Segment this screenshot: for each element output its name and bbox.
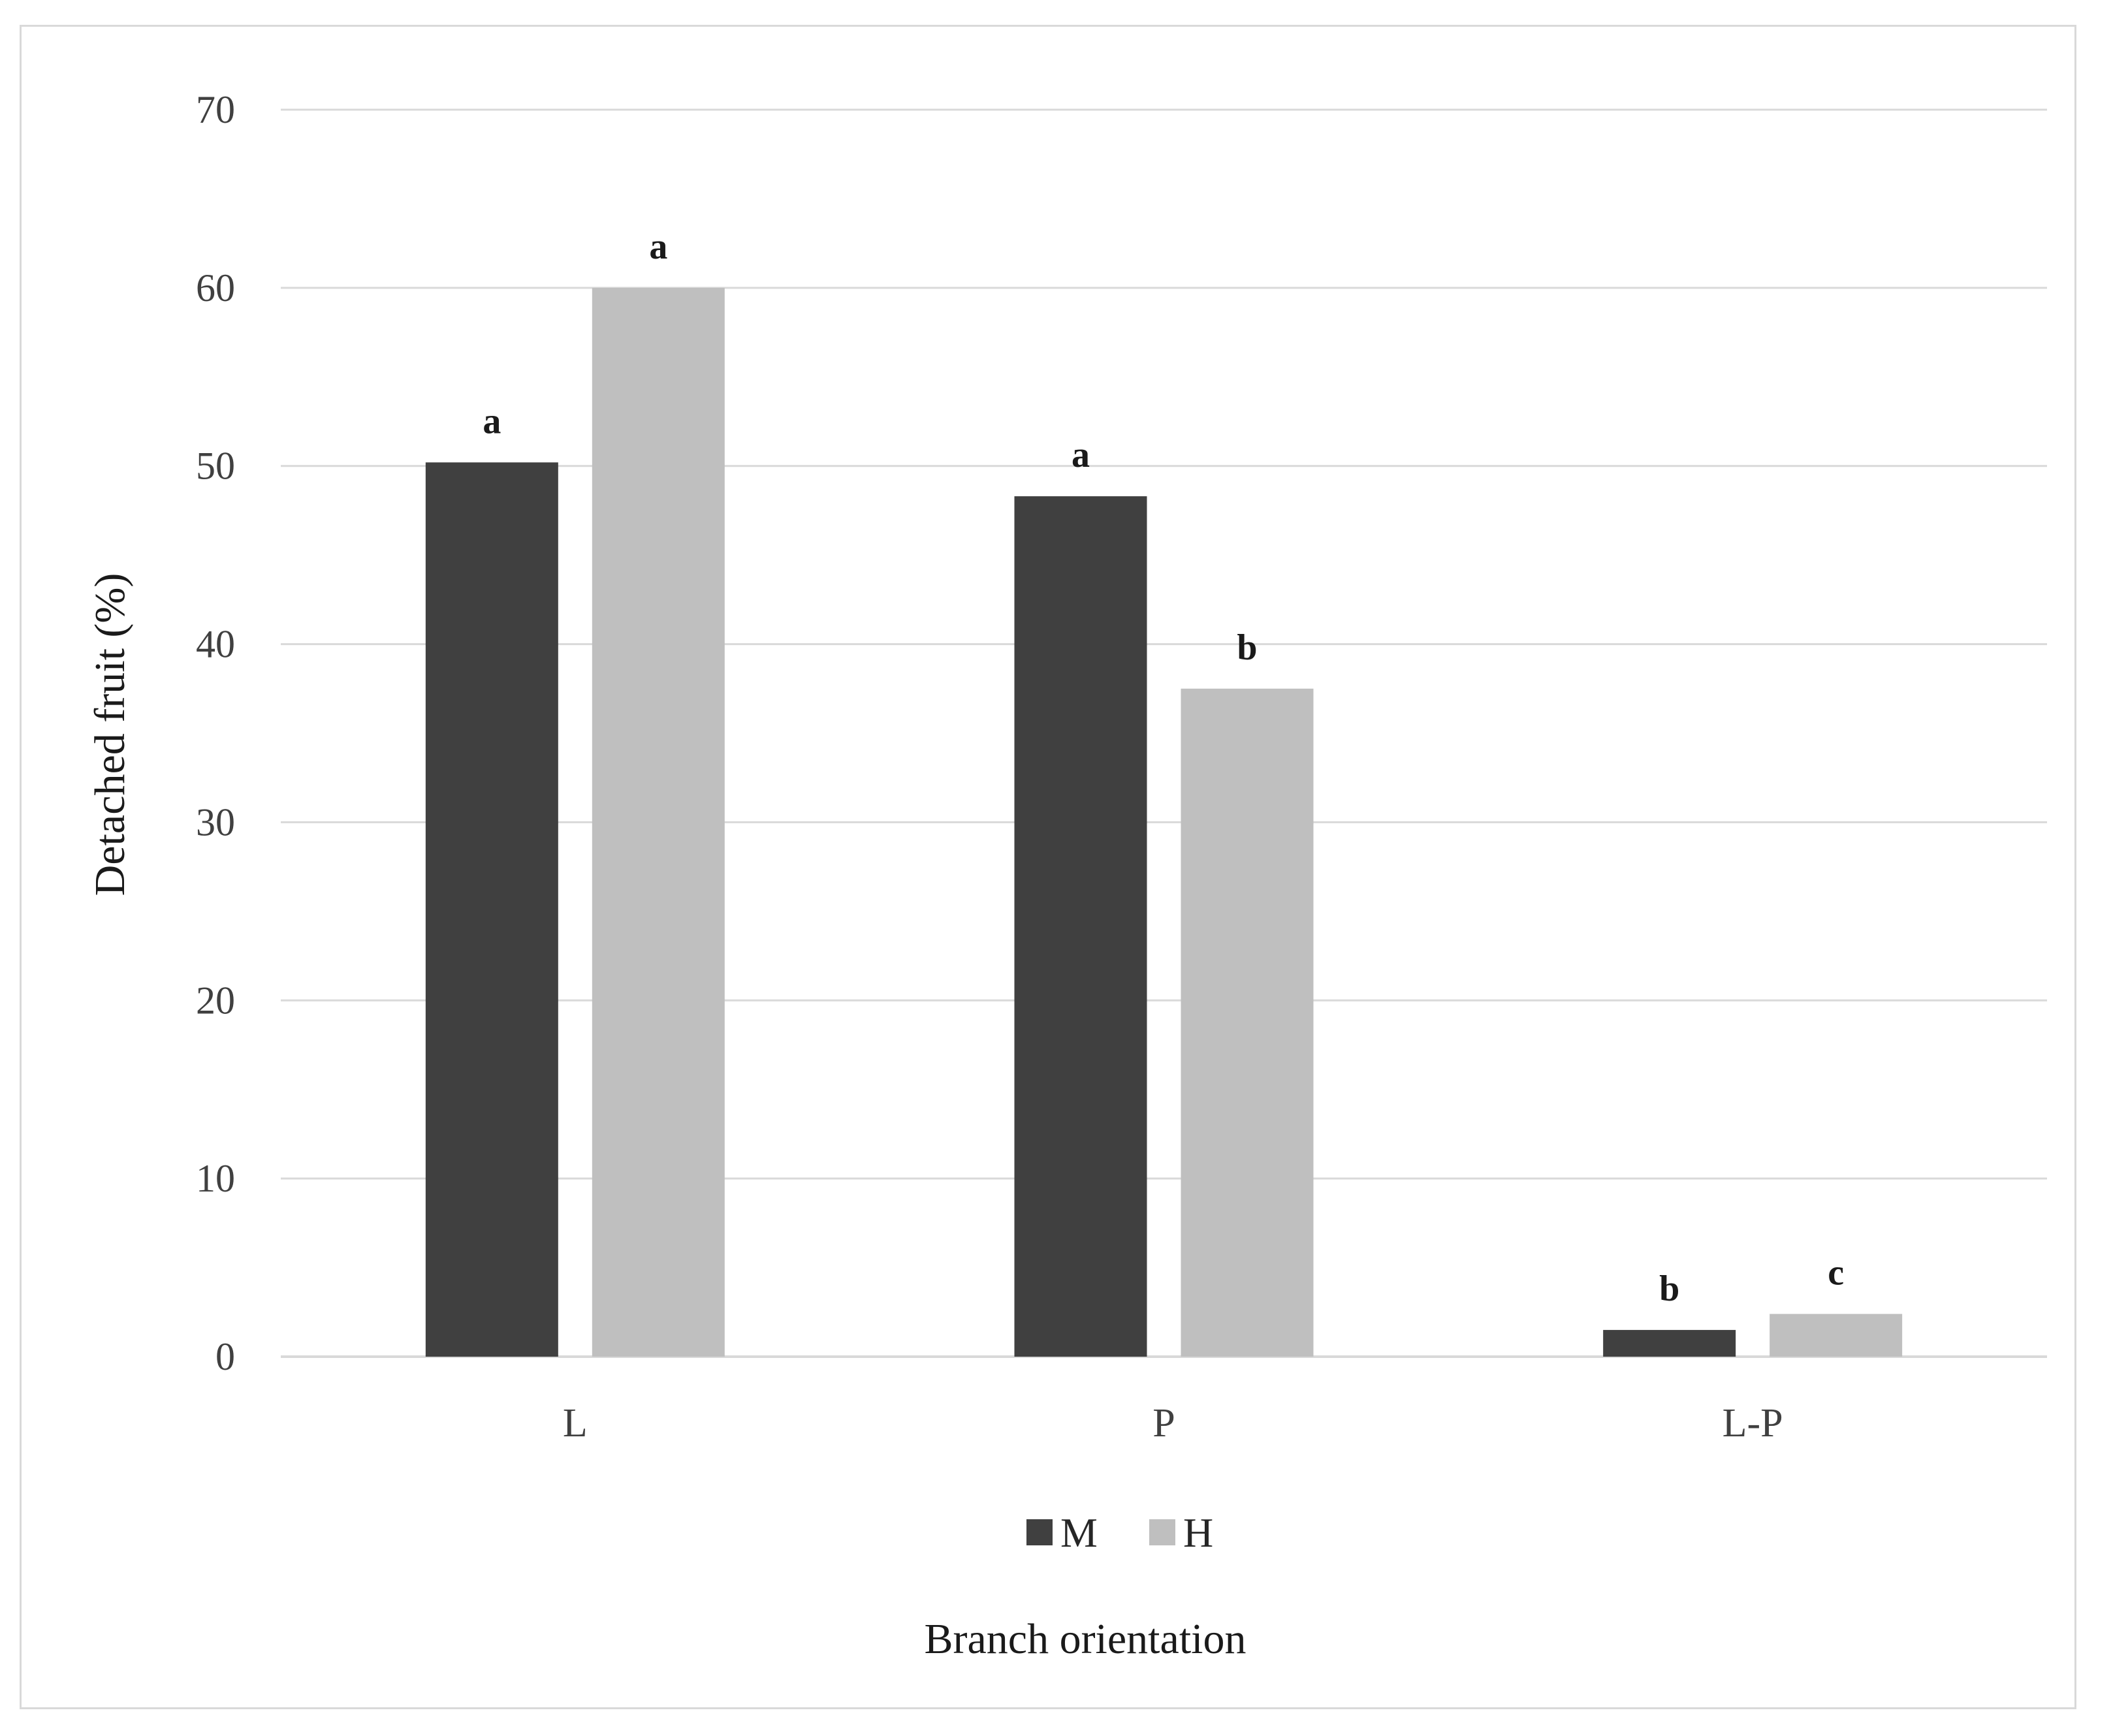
y-tick-label: 40 bbox=[196, 623, 235, 666]
y-axis-title: Detached fruit (%) bbox=[86, 573, 134, 896]
legend-swatch-M bbox=[1026, 1519, 1053, 1545]
significance-label: a bbox=[483, 401, 501, 441]
y-tick-label: 70 bbox=[196, 88, 235, 131]
bar-M-P bbox=[1014, 496, 1147, 1357]
gridlines bbox=[281, 108, 2047, 1358]
significance-label: a bbox=[649, 227, 667, 267]
bar-M-L bbox=[425, 462, 558, 1357]
significance-label: b bbox=[1237, 627, 1257, 668]
y-tick-label: 30 bbox=[196, 800, 235, 844]
bar-H-P bbox=[1181, 688, 1314, 1357]
x-axis-title: Branch orientation bbox=[924, 1615, 1246, 1663]
bar-H-L-P bbox=[1770, 1314, 1903, 1357]
bars bbox=[425, 287, 1903, 1357]
x-tick-label: L bbox=[563, 1401, 588, 1445]
legend-swatch-H bbox=[1149, 1519, 1175, 1545]
y-axis-ticks: 0 10 20 30 40 50 60 70 bbox=[196, 88, 235, 1378]
bar-H-L bbox=[592, 287, 725, 1357]
y-tick-label: 60 bbox=[196, 266, 235, 309]
significance-label: c bbox=[1828, 1253, 1844, 1293]
x-tick-label: P bbox=[1152, 1401, 1175, 1445]
significance-label: b bbox=[1659, 1269, 1679, 1309]
bar-M-L-P bbox=[1603, 1330, 1736, 1357]
x-tick-label: L-P bbox=[1723, 1401, 1783, 1445]
y-tick-label: 20 bbox=[196, 979, 235, 1022]
y-tick-label: 10 bbox=[196, 1157, 235, 1200]
significance-labels: a a a b b c bbox=[483, 227, 1844, 1309]
legend-label-M: M bbox=[1060, 1509, 1098, 1556]
y-tick-label: 50 bbox=[196, 445, 235, 488]
y-tick-label: 0 bbox=[215, 1335, 235, 1378]
significance-label: a bbox=[1072, 435, 1090, 475]
legend-label-H: H bbox=[1183, 1509, 1213, 1556]
x-axis-ticks: L P L-P bbox=[563, 1401, 1783, 1445]
